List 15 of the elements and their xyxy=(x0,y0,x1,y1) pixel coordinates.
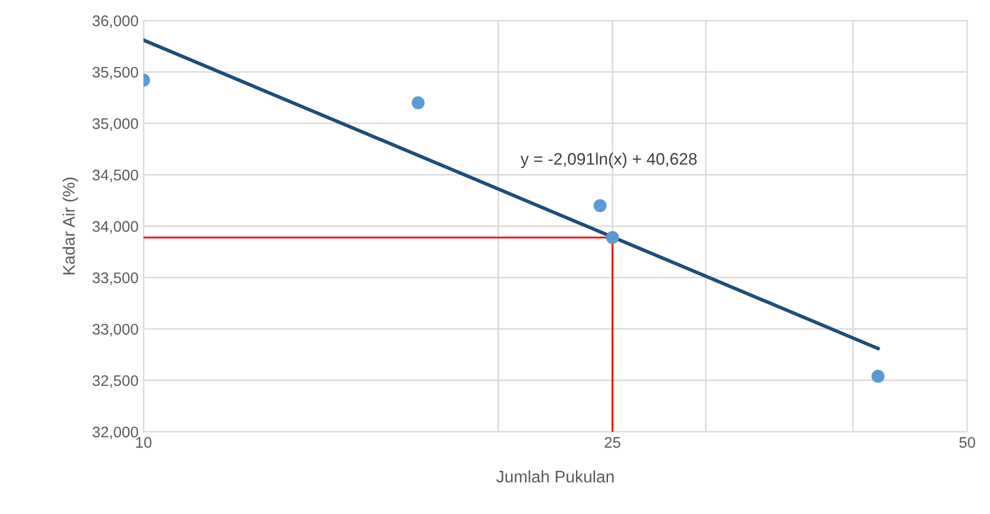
y-tick-label: 32,500 xyxy=(92,375,138,388)
annotation: y = -2,091ln(x) + 40,628 xyxy=(520,152,697,168)
y-tick-label: 33,500 xyxy=(92,272,138,286)
x-axis-title: Jumlah Pukulan xyxy=(496,470,614,483)
y-tick-label: 35,500 xyxy=(92,66,138,80)
y-tick-label: 33,000 xyxy=(92,324,138,336)
y-tick-label: 34,500 xyxy=(92,170,138,182)
y-axis-title: Kadar Air (%) xyxy=(62,178,78,274)
y-tick-label: 34,000 xyxy=(92,221,138,234)
x-tick-label: 10 xyxy=(136,437,152,448)
y-tick-label: 32,000 xyxy=(92,426,138,440)
y-tick-label: 36,000 xyxy=(92,15,138,28)
x-tick-label: 50 xyxy=(959,437,976,448)
y-tick-label: 35,000 xyxy=(92,118,138,131)
x-tick-label: 25 xyxy=(604,437,620,448)
